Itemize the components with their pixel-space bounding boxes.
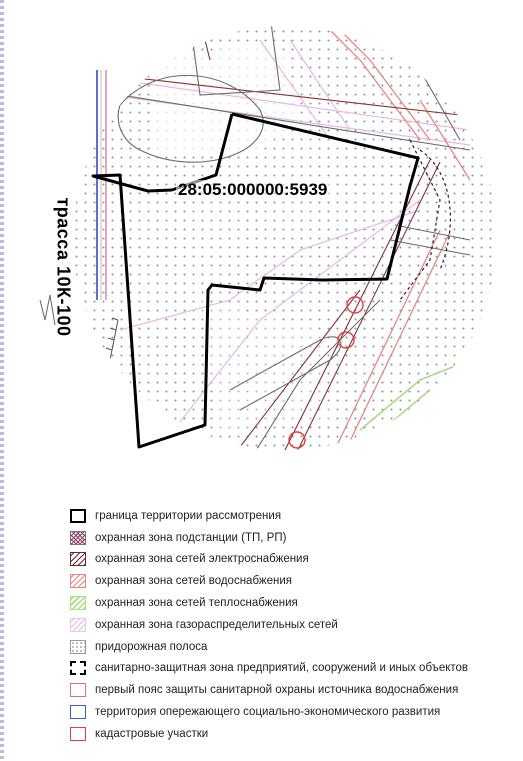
- legend-label: санитарно-защитная зона предприятий, соо…: [95, 662, 469, 675]
- cadastral-marker-2: [337, 331, 355, 349]
- hatch-swatch-icon: [70, 552, 86, 567]
- map-canvas: [39, 26, 497, 450]
- map-view[interactable]: трасса 10К-100 28:05:000000:5939: [0, 0, 523, 495]
- legend-label: охранная зона сетей теплоснабжения: [95, 597, 298, 610]
- map-legend: граница территории рассмотрения охранная…: [70, 505, 520, 745]
- legend-label: кадастровые участки: [95, 727, 209, 740]
- dashed-swatch-icon: [70, 661, 86, 676]
- hatch-swatch-icon: [70, 574, 86, 589]
- legend-item-cadastral: кадастровые участки: [70, 723, 520, 745]
- legend-item-roadside: придорожная полоса: [70, 636, 520, 658]
- legend-item-sanitary: санитарно-защитная зона предприятий, соо…: [70, 658, 520, 680]
- legend-item-electric: охранная зона сетей электроснабжения: [70, 549, 520, 571]
- legend-label: граница территории рассмотрения: [95, 509, 282, 522]
- legend-item-water-belt: первый пояс защиты санитарной охраны ист…: [70, 679, 520, 701]
- road-label: трасса 10К-100: [53, 197, 74, 337]
- outline-swatch-icon: [70, 705, 86, 720]
- legend-label: придорожная полоса: [95, 640, 208, 653]
- highway-road: [39, 70, 107, 326]
- dotted-swatch-icon: [70, 639, 86, 654]
- legend-label: территория опережающего социально-эконом…: [95, 706, 441, 719]
- parcel-number-label: 28:05:000000:5939: [176, 180, 330, 200]
- hatch-swatch-icon: [70, 596, 86, 611]
- legend-label: первый пояс защиты санитарной охраны ист…: [95, 684, 459, 697]
- base-map-lines: [117, 26, 471, 450]
- map-circle: [73, 26, 497, 450]
- legend-label: охранная зона подстанции (ТП, РП): [95, 531, 287, 544]
- boundary-swatch-icon: [70, 508, 86, 523]
- crosshatch-swatch-icon: [70, 530, 86, 545]
- outline-swatch-icon: [70, 726, 86, 741]
- sanitary-zone-lines: [399, 139, 451, 301]
- legend-label: охранная зона сетей электроснабжения: [95, 553, 309, 566]
- review-territory-boundary[interactable]: [91, 112, 420, 449]
- gas-network-lines: [109, 39, 471, 450]
- hatch-swatch-icon: [70, 617, 86, 632]
- left-edge-strip: [0, 0, 4, 761]
- legend-item-water: охранная зона сетей водоснабжения: [70, 570, 520, 592]
- cadastral-marker-3: [288, 431, 306, 449]
- legend-item-tor: территория опережающего социально-эконом…: [70, 701, 520, 723]
- road-label-box: трасса 10К-100: [8, 182, 118, 352]
- legend-label: охранная зона газораспределительных сете…: [95, 618, 338, 631]
- water-network-lines: [329, 29, 471, 450]
- cadastral-markers: [288, 296, 364, 449]
- cadastral-marker-1: [346, 296, 364, 314]
- legend-item-gas: охранная зона газораспределительных сете…: [70, 614, 520, 636]
- legend-item-heat: охранная зона сетей теплоснабжения: [70, 592, 520, 614]
- outline-swatch-icon: [70, 683, 86, 698]
- legend-item-boundary: граница территории рассмотрения: [70, 505, 520, 527]
- legend-label: охранная зона сетей водоснабжения: [95, 575, 292, 588]
- legend-item-substation: охранная зона подстанции (ТП, РП): [70, 527, 520, 549]
